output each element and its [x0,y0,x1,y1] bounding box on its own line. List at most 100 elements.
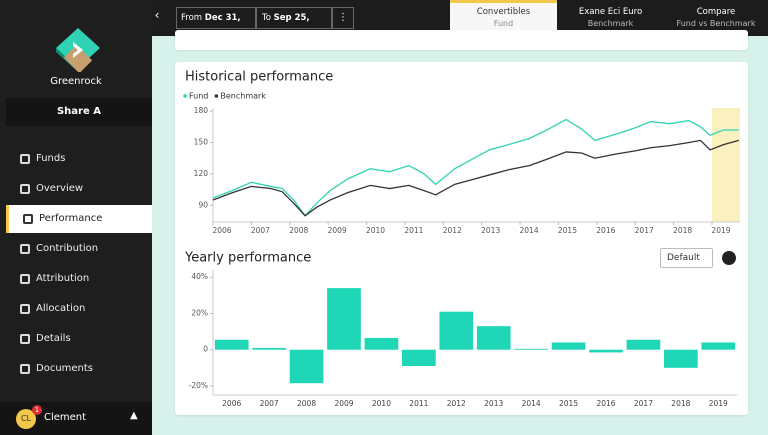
x-tick-label: 2013 [481,226,500,235]
y-tick-label: 0 [203,345,208,354]
y-tick-label: -20% [189,381,208,390]
bar [701,342,736,350]
legend-label: Fund [189,92,208,101]
bar [589,349,623,353]
tab-title: Exane Eci Euro [578,7,643,17]
sidebar: Greenrock Share A Funds Overview Perform… [0,0,152,435]
nav-label: Details [36,333,71,344]
avatar: CL [16,409,36,429]
previous-card [175,30,748,50]
x-tick-label: 2009 [334,399,353,408]
nav-label: Contribution [36,243,99,254]
y-tick-label: 150 [194,138,209,147]
caret[interactable]: ▲ [130,410,138,421]
dropdown[interactable]: Default [660,248,713,268]
bar [476,326,511,350]
legend-label: Benchmark [220,92,266,101]
tab-subtitle: Benchmark [587,19,634,28]
nav-item[interactable]: Contribution [6,235,152,263]
x-tick-label: 2010 [366,226,385,235]
tab-title: Compare [696,7,736,17]
x-tick-label: 2014 [520,226,539,235]
nav-item[interactable]: Funds [6,145,152,173]
bar [252,347,286,350]
nav-label: Funds [36,153,66,164]
x-tick-label: 2008 [289,226,308,235]
tab-title: Convertibles [476,7,531,17]
x-tick-label: 2013 [484,399,503,408]
tab-subtitle: Fund vs Benchmark [676,19,756,28]
x-tick-label: 2019 [709,399,728,408]
x-tick-label: 2006 [222,399,241,408]
tab[interactable]: Compare Fund vs Benchmark [664,0,768,36]
legend-dot [183,94,187,98]
x-tick-label: 2016 [596,226,615,235]
bar [626,339,661,350]
bar [514,348,548,350]
brand: Greenrock [50,76,102,87]
user-name: Clement [44,412,87,423]
x-tick-label: 2007 [251,226,270,235]
bar [289,349,324,384]
bar [327,288,361,350]
nav-label: Overview [36,183,84,194]
nav-label: Documents [36,363,94,374]
nav-item[interactable]: Overview [6,175,152,203]
bar [214,339,249,350]
options-button[interactable] [722,251,736,265]
x-tick-label: 2007 [260,399,279,408]
x-tick-label: 2015 [558,226,577,235]
nav-item[interactable]: Allocation [6,295,152,323]
series-line [212,118,739,217]
y-tick-label: 90 [198,200,208,209]
nav-label: Allocation [36,303,86,314]
bar [364,337,399,350]
nav-item[interactable]: Details [6,325,152,353]
nav-item-active[interactable]: Performance [6,205,152,233]
x-tick-label: 2016 [596,399,615,408]
chart-title: Yearly performance [184,251,311,266]
bar [551,342,586,350]
nav-item[interactable]: Documents [6,355,152,383]
x-tick-label: 2018 [671,399,690,408]
highlight-band [711,108,740,222]
bar [439,311,474,350]
x-tick-label: 2012 [443,226,462,235]
x-tick-label: 2011 [409,399,428,408]
y-tick-label: 40% [191,272,208,281]
x-tick-label: 2011 [404,226,423,235]
nav-item[interactable]: Attribution [6,265,152,293]
bar [664,349,698,368]
nav-label: Performance [39,213,103,224]
badge: 1 [32,405,42,415]
user-bar[interactable]: CL 1 Clement ▲ [0,402,152,435]
series-line [212,139,740,217]
x-tick-label: 2006 [212,226,231,235]
x-tick-label: 2014 [522,399,541,408]
logo [56,28,100,72]
menu[interactable]: ⋮ [332,7,354,29]
y-tick-label: 120 [194,169,209,178]
legend-dot [214,94,219,98]
collapse[interactable]: ‹ [154,8,160,22]
to-label: To [262,13,271,23]
chart-title: Historical performance [185,70,333,85]
tab[interactable]: Exane Eci Euro Benchmark [557,0,664,36]
y-tick-label: 20% [191,308,208,317]
bar [402,349,436,367]
x-tick-label: 2018 [673,226,692,235]
x-tick-label: 2012 [447,399,466,408]
x-tick-label: 2015 [559,399,578,408]
x-tick-label: 2010 [372,399,391,408]
x-tick-label: 2017 [634,399,653,408]
from-label: From [181,13,203,23]
nav-label: Attribution [36,273,90,284]
x-tick-label: 2009 [328,226,347,235]
share-name: Share A [6,98,152,126]
y-tick-label: 180 [194,106,209,115]
performance-card [175,62,748,415]
x-tick-label: 2017 [635,226,654,235]
x-tick-label: 2019 [711,226,730,235]
